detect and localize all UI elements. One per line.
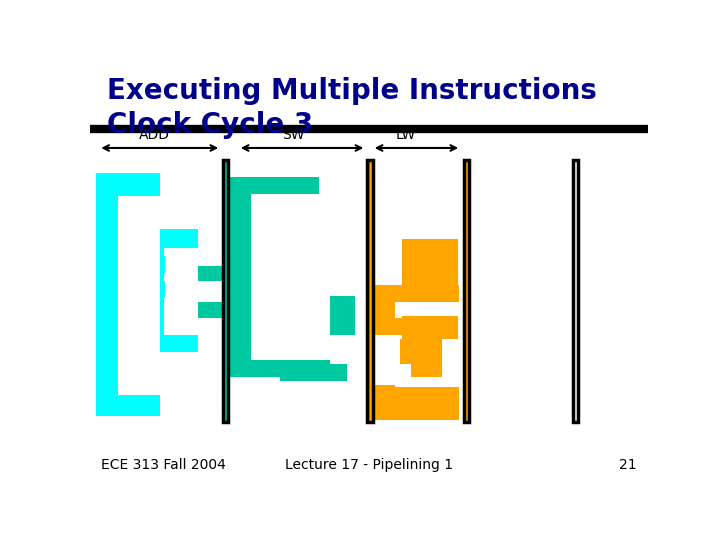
Bar <box>280 302 297 333</box>
Text: LW: LW <box>395 128 415 141</box>
Bar <box>230 360 330 377</box>
Bar <box>367 160 373 422</box>
Bar <box>464 160 469 422</box>
Bar <box>164 231 198 248</box>
Bar <box>145 229 164 352</box>
Bar <box>373 404 459 420</box>
Bar <box>164 256 198 273</box>
Bar <box>96 395 160 416</box>
Text: SW: SW <box>282 128 305 141</box>
Bar <box>373 319 402 335</box>
Bar <box>392 339 422 364</box>
Bar <box>572 160 578 422</box>
Bar <box>96 348 118 368</box>
Bar <box>464 160 469 422</box>
Text: Executing Multiple Instructions
Clock Cycle 3: Executing Multiple Instructions Clock Cy… <box>107 77 597 139</box>
Bar <box>370 160 373 422</box>
Bar <box>367 160 370 422</box>
Bar <box>145 335 198 352</box>
Bar <box>230 177 251 377</box>
Bar <box>96 173 118 416</box>
Bar <box>402 239 459 302</box>
Bar <box>307 319 355 335</box>
Bar <box>280 333 307 368</box>
Bar <box>373 285 395 420</box>
Bar <box>96 173 160 196</box>
Bar <box>280 364 347 381</box>
Bar <box>119 197 160 393</box>
Bar <box>230 177 319 194</box>
Bar <box>252 194 330 360</box>
Bar <box>222 160 228 422</box>
Bar <box>572 160 578 422</box>
Bar <box>280 235 324 302</box>
Bar <box>145 229 198 248</box>
Text: ECE 313 Fall 2004: ECE 313 Fall 2004 <box>101 458 226 472</box>
Bar <box>373 387 459 404</box>
Bar <box>374 335 400 385</box>
Bar <box>222 160 228 422</box>
Bar <box>168 266 222 281</box>
Bar <box>307 295 355 319</box>
Bar <box>168 281 196 295</box>
Bar <box>373 285 459 302</box>
Text: 21: 21 <box>619 458 637 472</box>
Bar <box>402 316 459 339</box>
Bar <box>96 306 118 327</box>
Text: Lecture 17 - Pipelining 1: Lecture 17 - Pipelining 1 <box>285 458 453 472</box>
Bar <box>373 286 402 302</box>
Text: ADD: ADD <box>139 128 170 141</box>
Bar <box>411 339 441 377</box>
Bar <box>166 248 198 335</box>
Bar <box>164 281 176 298</box>
Bar <box>168 302 222 319</box>
